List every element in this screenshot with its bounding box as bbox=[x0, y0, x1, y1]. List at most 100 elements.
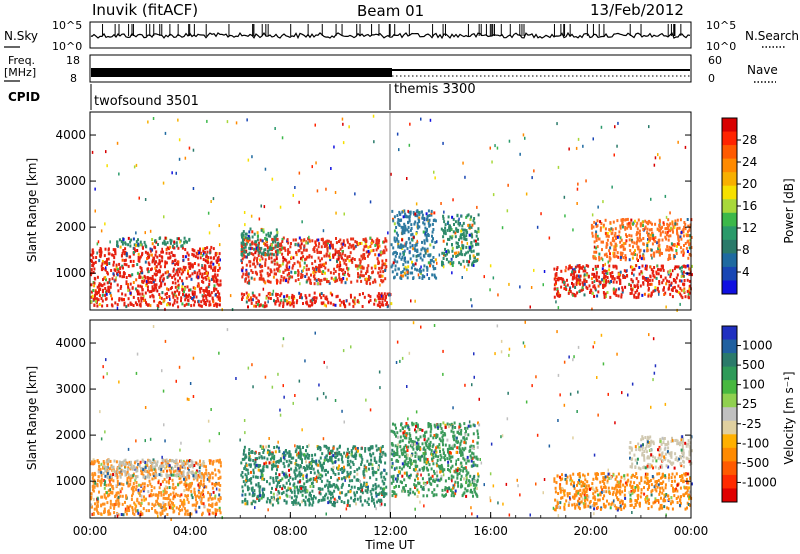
echo-cell bbox=[364, 466, 367, 470]
echo-cell bbox=[460, 247, 462, 251]
echo-cell bbox=[596, 219, 599, 223]
echo-cell bbox=[137, 290, 140, 294]
echo-cell bbox=[275, 272, 277, 276]
echo-cell bbox=[462, 231, 465, 235]
echo-cell bbox=[179, 464, 182, 468]
echo-cell bbox=[592, 254, 595, 258]
echo-cell bbox=[392, 219, 395, 223]
echo-cell bbox=[392, 246, 395, 250]
echo-cell bbox=[272, 460, 275, 464]
echo-cell bbox=[105, 466, 108, 470]
echo-cell bbox=[280, 275, 283, 278]
sparse-echo-cell bbox=[464, 175, 466, 179]
echo-cell bbox=[183, 489, 186, 493]
echo-cell bbox=[97, 461, 100, 464]
echo-cell bbox=[633, 241, 636, 245]
echo-cell bbox=[99, 247, 102, 250]
sparse-echo-cell bbox=[219, 243, 221, 247]
echo-cell bbox=[314, 267, 316, 271]
echo-cell bbox=[136, 475, 139, 479]
echo-cell bbox=[275, 228, 278, 232]
echo-cell bbox=[126, 509, 129, 513]
echo-cell bbox=[635, 224, 638, 228]
echo-cell bbox=[179, 267, 182, 271]
echo-cell bbox=[172, 267, 175, 271]
sparse-echo-cell bbox=[334, 191, 337, 194]
echo-cell bbox=[256, 257, 259, 260]
echo-cell bbox=[429, 253, 432, 257]
echo-cell bbox=[624, 226, 627, 229]
sparse-echo-cell bbox=[664, 194, 667, 198]
echo-cell bbox=[381, 266, 384, 270]
echo-cell bbox=[200, 304, 203, 308]
echo-cell bbox=[264, 263, 267, 267]
echo-cell bbox=[130, 463, 133, 467]
echo-cell bbox=[276, 262, 279, 266]
echo-cell bbox=[381, 297, 384, 300]
echo-cell bbox=[169, 245, 172, 249]
echo-cell bbox=[667, 218, 670, 222]
echo-cell bbox=[320, 292, 323, 295]
echo-cell bbox=[407, 230, 410, 234]
echo-cell bbox=[303, 488, 306, 492]
echo-cell bbox=[196, 494, 199, 498]
echo-cell bbox=[259, 265, 262, 269]
echo-cell bbox=[184, 266, 187, 270]
echo-cell bbox=[279, 264, 282, 268]
echo-cell bbox=[217, 255, 220, 259]
echo-cell bbox=[92, 484, 95, 488]
echo-cell bbox=[431, 234, 433, 238]
echo-cell bbox=[139, 460, 142, 464]
echo-cell bbox=[653, 254, 656, 258]
echo-cell bbox=[629, 221, 632, 225]
echo-cell bbox=[215, 512, 217, 516]
echo-cell bbox=[661, 281, 664, 285]
echo-cell bbox=[165, 480, 168, 484]
echo-cell bbox=[635, 264, 638, 268]
echo-cell bbox=[375, 477, 378, 481]
echo-cell bbox=[146, 475, 148, 479]
echo-cell bbox=[659, 268, 662, 272]
echo-cell bbox=[326, 239, 329, 243]
echo-cell bbox=[455, 241, 458, 245]
echo-cell bbox=[679, 266, 681, 270]
echo-cell bbox=[270, 490, 273, 494]
echo-cell bbox=[121, 240, 124, 244]
echo-cell bbox=[288, 301, 291, 305]
echo-cell bbox=[400, 257, 403, 261]
echo-cell bbox=[113, 511, 116, 515]
echo-cell bbox=[126, 467, 129, 471]
echo-cell bbox=[197, 473, 200, 477]
echo-cell bbox=[279, 301, 282, 305]
echo-cell bbox=[169, 498, 172, 502]
noise-right-tick-top: 10^5 bbox=[706, 19, 736, 32]
echo-cell bbox=[246, 479, 249, 482]
echo-cell bbox=[662, 268, 665, 272]
echo-cell bbox=[275, 250, 278, 254]
echo-cell bbox=[289, 476, 292, 479]
echo-cell bbox=[456, 253, 459, 257]
echo-cell bbox=[126, 478, 129, 482]
echo-cell bbox=[595, 239, 598, 242]
echo-cell bbox=[376, 294, 379, 298]
echo-cell bbox=[215, 287, 218, 291]
echo-cell bbox=[370, 458, 373, 462]
sparse-echo-cell bbox=[235, 121, 238, 125]
echo-cell bbox=[274, 245, 277, 249]
echo-cell bbox=[349, 293, 352, 297]
echo-cell bbox=[397, 218, 400, 221]
echo-cell bbox=[295, 495, 298, 499]
echo-cell bbox=[207, 276, 210, 280]
echo-cell bbox=[139, 265, 142, 269]
echo-cell bbox=[151, 502, 154, 506]
echo-cell bbox=[214, 468, 217, 472]
echo-cell bbox=[575, 276, 578, 280]
echo-cell bbox=[267, 444, 270, 448]
echo-cell bbox=[175, 294, 178, 298]
sparse-echo-cell bbox=[605, 295, 607, 298]
echo-cell bbox=[147, 467, 150, 471]
echo-cell bbox=[176, 469, 179, 473]
echo-cell bbox=[117, 289, 120, 293]
echo-cell bbox=[403, 249, 406, 253]
echo-cell bbox=[175, 262, 178, 266]
